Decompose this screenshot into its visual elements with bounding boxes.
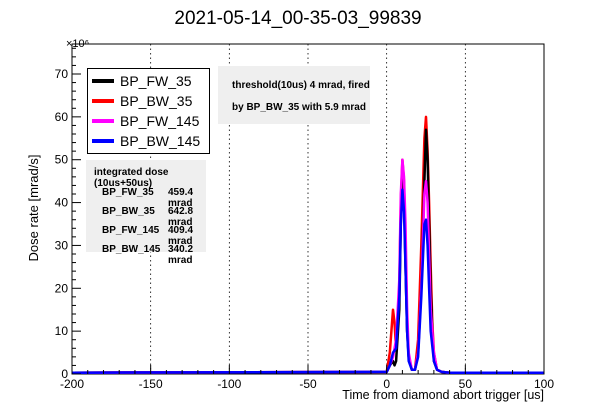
integrated-row-value: 409.4 mrad [168,225,194,247]
legend-item-bp-bw-145: BP_BW_145 [92,131,200,151]
series-group [71,115,544,374]
x-tick-label: 50 [459,377,473,391]
integrated-row-name: BP_BW_145 [102,244,161,255]
integrated-row-name: BP_FW_35 [102,187,154,198]
integrated-dose-box: integrated dose (10us+50us) BP_FW_35 459… [86,160,206,266]
x-tick-label: -100 [217,377,241,391]
x-tick-label: -50 [299,377,317,391]
integrated-row: BP_BW_145 340.2 mrad [102,244,212,266]
integrated-row-value: 459.4 mrad [168,187,194,209]
legend-item-bp-fw-145: BP_FW_145 [92,111,199,131]
threshold-line-2: by BP_BW_35 with 5.9 mrad [232,102,366,113]
axes-group: -200 -150 -100 -50 0 50 100 0 10 20 30 40 50 60 70 [55,47,554,391]
x-tick-label: -150 [139,377,163,391]
x-tick-label: 0 [383,377,390,391]
threshold-line-1: threshold(10us) 4 mrad, fired [232,80,370,91]
legend-swatch [92,119,114,123]
series-line-bp-bw-145 [71,188,544,374]
legend-label: BP_FW_145 [120,113,200,129]
y-multiplier-label: ×10⁶ [66,38,89,50]
y-tick-label: 50 [55,153,69,167]
threshold-box: threshold(10us) 4 mrad, fired by BP_BW_3… [218,66,370,124]
y-axis-label: Dose rate [mrad/s] [26,155,41,262]
integrated-row: BP_BW_35 642.8 mrad [102,206,212,228]
y-tick-label: 20 [55,281,69,295]
x-tick-label: 100 [534,377,554,391]
legend-label: BP_BW_35 [120,93,193,109]
x-axis-label: Time from diamond abort trigger [us] [342,388,544,402]
integrated-row: BP_FW_35 459.4 mrad [102,187,212,209]
x-tick-label: -200 [60,377,84,391]
integrated-row-name: BP_FW_145 [102,225,160,236]
chart-title: 2021-05-14_00-35-03_99839 [174,8,422,29]
y-tick-label: 40 [55,196,69,210]
legend-swatch [92,99,114,103]
y-tick-label: 60 [55,110,69,124]
y-tick-label: 70 [55,67,69,81]
legend-label: BP_FW_35 [120,73,192,89]
integrated-row: BP_FW_145 409.4 mrad [102,225,212,247]
y-tick-label: 30 [55,238,69,252]
y-tick-label: 0 [61,367,68,381]
integrated-row-value: 340.2 mrad [168,244,194,266]
legend: BP_FW_35 BP_BW_35 BP_FW_145 BP_BW_145 [87,68,210,154]
integrated-row-value: 642.8 mrad [168,206,194,228]
legend-item-bp-fw-35: BP_FW_35 [92,71,192,91]
y-tick-label: 10 [55,324,69,338]
legend-swatch [92,79,114,83]
integrated-dose-title: integrated dose (10us+50us) [94,167,169,189]
legend-label: BP_BW_145 [120,133,201,149]
legend-item-bp-bw-35: BP_BW_35 [92,91,192,111]
integrated-row-name: BP_BW_35 [102,206,155,217]
legend-swatch [92,139,114,143]
